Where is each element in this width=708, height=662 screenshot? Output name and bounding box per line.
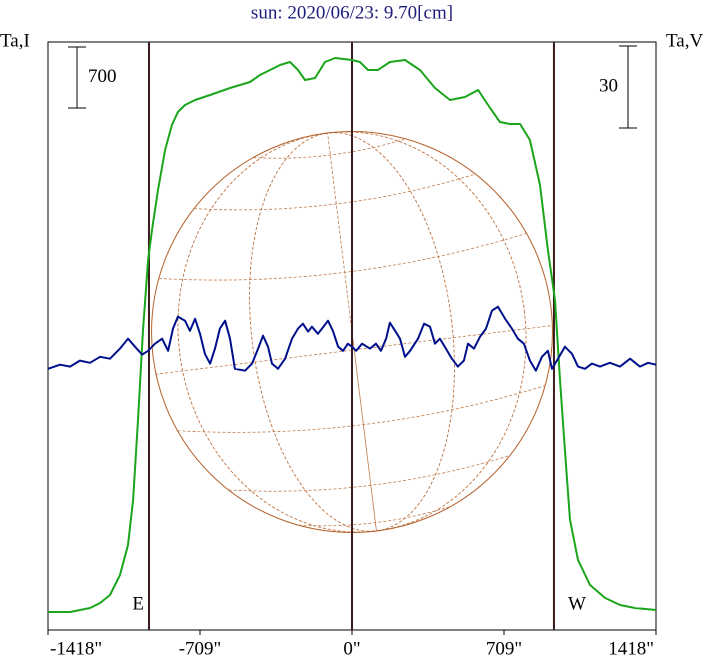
scale-bar-label: 30 bbox=[599, 75, 618, 96]
latitude bbox=[298, 506, 451, 527]
limb-label: W bbox=[568, 593, 586, 614]
latitude bbox=[228, 455, 511, 492]
x-tick-label: 0" bbox=[343, 638, 360, 659]
series-line bbox=[48, 57, 657, 613]
y2-axis-label: Ta,V bbox=[666, 30, 703, 51]
latitude bbox=[158, 232, 527, 281]
limb-label: E bbox=[132, 593, 144, 614]
scale-bar-label: 700 bbox=[88, 66, 117, 87]
x-tick-label: -709" bbox=[179, 638, 222, 659]
x-tick-label: -1418" bbox=[50, 638, 102, 659]
x-tick-label: 1418" bbox=[608, 638, 654, 659]
series-line bbox=[47, 305, 657, 372]
chart-title: sun: 2020/06/23: 9.70[cm] bbox=[251, 2, 453, 23]
latitude bbox=[177, 385, 546, 433]
latitude bbox=[194, 173, 476, 211]
y-axis-label: Ta,I bbox=[0, 30, 30, 51]
latitude bbox=[253, 138, 406, 159]
x-tick-label: 709" bbox=[486, 638, 522, 659]
